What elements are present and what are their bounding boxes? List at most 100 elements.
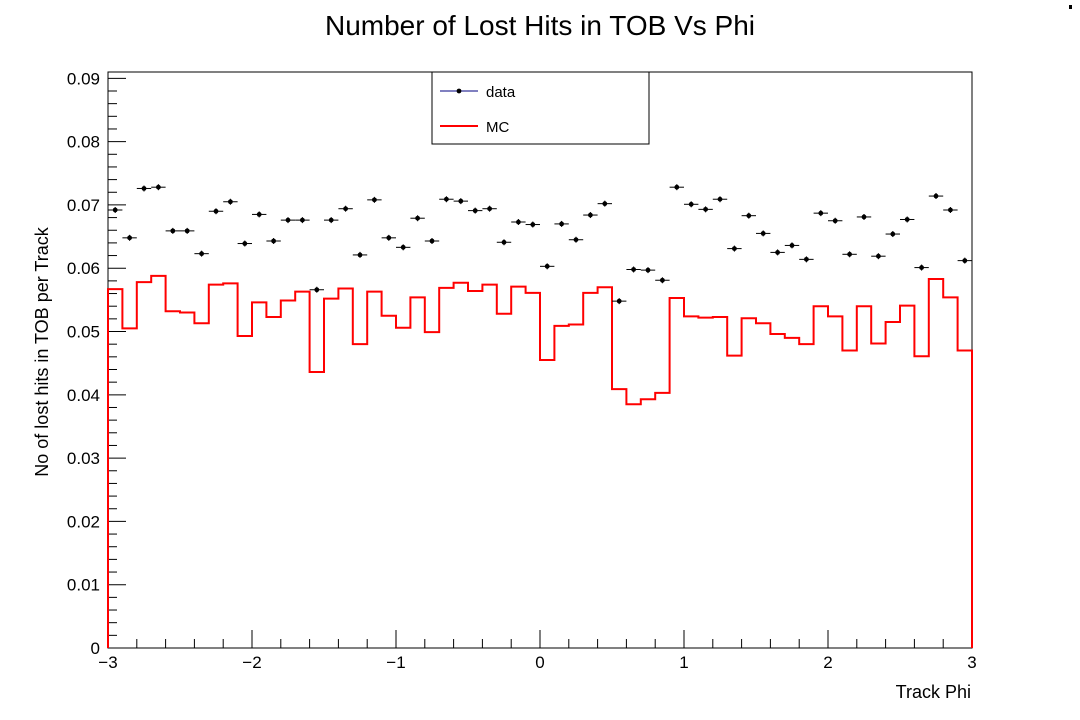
data-point-marker xyxy=(660,277,665,283)
x-axis: −3 −2 −1 0 1 2 3 xyxy=(98,630,977,672)
data-point xyxy=(813,210,828,217)
legend-mc-label: MC xyxy=(486,119,509,136)
data-point xyxy=(396,244,411,251)
data-point-marker xyxy=(631,267,636,272)
data-point-marker xyxy=(314,287,320,293)
data-point xyxy=(885,231,900,238)
data-point xyxy=(381,234,396,241)
data-point-marker xyxy=(242,241,248,246)
y-tick-label: 0.03 xyxy=(67,449,100,468)
data-point-marker xyxy=(861,214,867,220)
data-point xyxy=(684,201,699,208)
data-point-marker xyxy=(271,238,276,244)
chart-title: Number of Lost Hits in TOB Vs Phi xyxy=(325,10,755,41)
y-tick-label: 0 xyxy=(91,639,100,658)
data-point xyxy=(784,242,800,249)
data-point-marker xyxy=(458,198,464,204)
data-point xyxy=(252,211,267,218)
data-point-marker xyxy=(112,207,118,213)
data-point-marker xyxy=(703,206,708,212)
data-point-marker xyxy=(832,218,838,224)
x-tick-label: 2 xyxy=(823,653,832,672)
data-point-marker xyxy=(141,186,147,191)
data-point-marker xyxy=(127,235,132,241)
data-point-marker xyxy=(429,238,435,244)
data-point xyxy=(583,212,598,219)
legend: data MC xyxy=(431,71,650,145)
data-point xyxy=(410,215,425,222)
data-point xyxy=(756,230,771,237)
data-point xyxy=(324,217,339,224)
x-tick-label: 0 xyxy=(535,653,544,672)
legend-data-marker xyxy=(456,88,462,94)
data-point-marker xyxy=(472,208,478,214)
data-point-marker xyxy=(602,201,608,207)
data-point-marker xyxy=(256,212,262,217)
data-point-marker xyxy=(530,222,536,227)
legend-data-label: data xyxy=(486,84,516,101)
y-tick-label: 0.06 xyxy=(67,259,100,278)
data-point xyxy=(626,266,641,273)
data-point xyxy=(900,216,915,223)
data-point xyxy=(136,185,152,192)
x-axis-label: Track Phi xyxy=(896,682,971,702)
data-point-marker xyxy=(372,197,377,203)
data-point-marker xyxy=(415,215,420,221)
data-point-marker xyxy=(184,228,190,234)
data-point-marker xyxy=(804,256,809,262)
data-point xyxy=(770,249,785,256)
data-point-marker xyxy=(544,263,550,269)
data-point xyxy=(309,286,324,293)
y-tick-label: 0.04 xyxy=(67,386,100,405)
y-tick-label: 0.02 xyxy=(67,512,100,531)
data-point-marker xyxy=(559,221,564,227)
data-point-marker xyxy=(818,210,824,216)
y-axis-label: No of lost hits in TOB per Track xyxy=(32,226,52,476)
data-point-marker xyxy=(847,251,852,257)
data-point-marker xyxy=(228,199,233,205)
data-point-marker xyxy=(213,208,219,214)
data-point-marker xyxy=(357,252,363,258)
legend-box xyxy=(431,71,650,145)
data-point xyxy=(871,253,886,260)
data-point xyxy=(108,206,123,213)
data-point xyxy=(698,206,713,213)
data-point xyxy=(928,193,944,200)
data-point xyxy=(208,208,224,215)
data-point-marker xyxy=(199,251,205,257)
data-point xyxy=(842,251,857,258)
corner-marker xyxy=(1069,5,1072,9)
data-point xyxy=(669,184,684,191)
data-point xyxy=(352,251,368,258)
data-point xyxy=(424,238,440,245)
data-point-marker xyxy=(343,206,348,212)
data-point xyxy=(799,256,814,263)
data-point xyxy=(439,196,454,203)
data-point-marker xyxy=(487,206,492,212)
data-point xyxy=(266,238,281,245)
data-point xyxy=(151,184,166,191)
data-point-marker xyxy=(285,217,291,223)
y-tick-label: 0.08 xyxy=(67,133,100,152)
data-point xyxy=(957,257,972,264)
x-tick-label: −3 xyxy=(98,653,117,672)
data-point-marker xyxy=(948,207,953,213)
data-point xyxy=(280,217,296,224)
data-point xyxy=(511,219,526,226)
mc-series xyxy=(107,274,973,648)
data-series xyxy=(108,184,972,305)
data-point-marker xyxy=(501,239,507,245)
data-point xyxy=(482,205,497,212)
data-point-marker xyxy=(386,235,392,241)
data-point-marker xyxy=(328,217,334,223)
x-tick-label: −1 xyxy=(386,653,405,672)
data-point-marker xyxy=(170,228,176,234)
data-point-marker xyxy=(688,201,694,207)
data-point-marker xyxy=(674,184,680,190)
data-point xyxy=(568,236,584,243)
data-point xyxy=(540,263,555,270)
data-point xyxy=(295,217,310,224)
data-point xyxy=(223,198,238,205)
data-point-marker xyxy=(573,237,579,243)
